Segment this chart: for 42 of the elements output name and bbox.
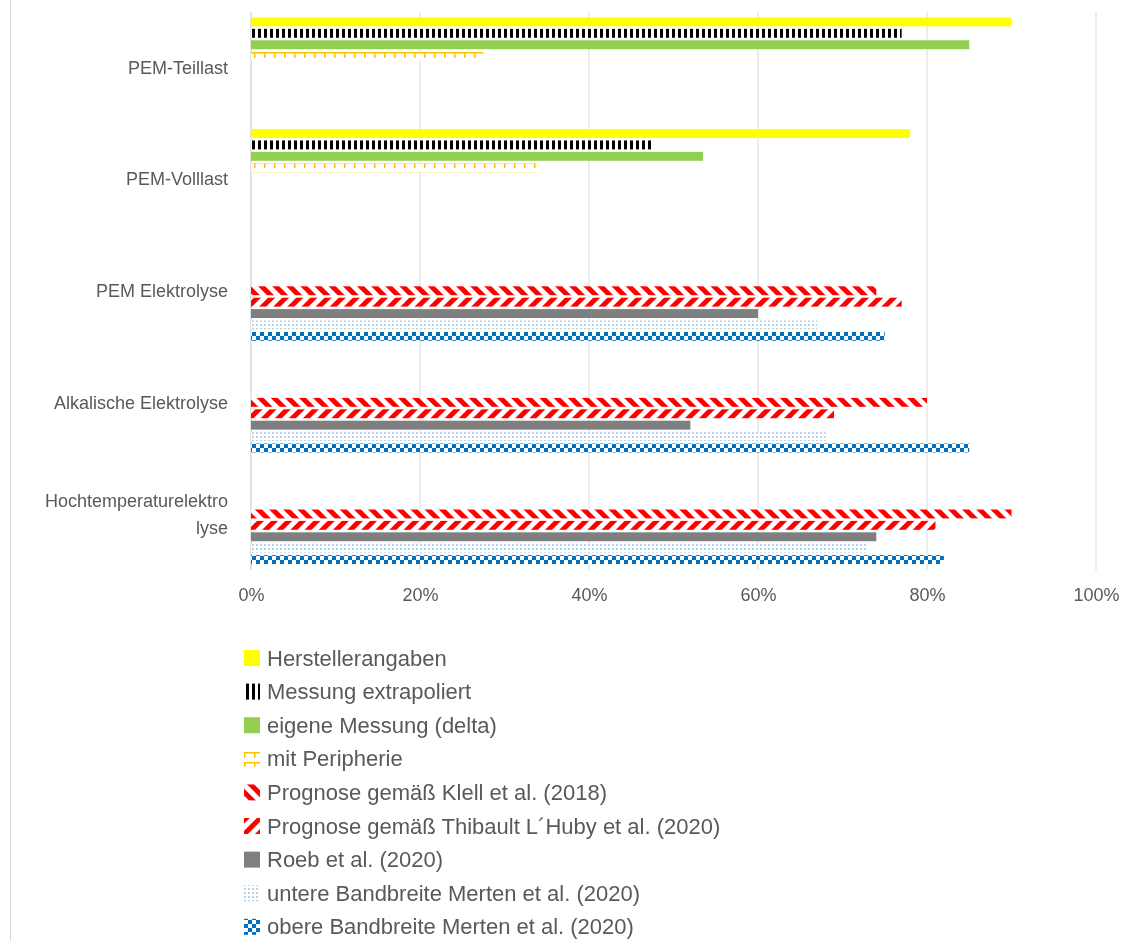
- bar: [251, 432, 826, 442]
- legend-label: Prognose gemäß Thibault L´Huby et al. (2020): [267, 813, 721, 839]
- legend-label: Roeb et al. (2020): [267, 847, 444, 873]
- x-tick-label: 100%: [1073, 584, 1120, 605]
- legend-label: untere Bandbreite Merten et al. (2020): [267, 880, 641, 906]
- bar: [251, 555, 944, 565]
- bar: [251, 286, 877, 296]
- legend-label: Prognose gemäß Klell et al. (2018): [267, 779, 607, 805]
- legend-label: mit Peripherie: [267, 746, 403, 772]
- y-tick-label: Hochtemperaturelektrolyse: [44, 490, 228, 538]
- bar: [251, 309, 758, 319]
- bar: [251, 397, 927, 407]
- bar: [251, 331, 885, 341]
- bar: [251, 320, 818, 330]
- bar: [251, 409, 835, 419]
- legend-label: obere Bandbreite Merten et al. (2020): [267, 914, 634, 940]
- bar: [251, 520, 936, 530]
- bar: [251, 420, 691, 430]
- x-tick-label: 80%: [909, 584, 946, 605]
- bar: [251, 163, 539, 173]
- y-tick-label: PEM-Volllast: [125, 169, 228, 190]
- bar: [251, 543, 868, 553]
- bar: [251, 140, 653, 150]
- y-tick-label: PEM Elektrolyse: [95, 281, 228, 301]
- y-tick-label: PEM-Teillast: [127, 57, 228, 78]
- bar: [251, 17, 1012, 27]
- bar: [251, 443, 970, 453]
- y-tick-label: Alkalische Elektrolyse: [53, 392, 228, 413]
- bar: [251, 151, 704, 161]
- bar: [251, 129, 911, 138]
- x-tick-label: 40%: [571, 584, 608, 605]
- bar: [251, 297, 902, 307]
- bar: [251, 28, 902, 38]
- bar: [251, 532, 877, 542]
- x-tick-label: 20%: [402, 584, 439, 605]
- bar: [251, 40, 970, 50]
- legend-label: eigene Messung (delta): [267, 712, 497, 738]
- x-tick-label: 60%: [740, 584, 777, 605]
- legend-label: Messung extrapoliert: [267, 679, 472, 705]
- legend-label: Herstellerangaben: [267, 645, 447, 671]
- bar: [251, 509, 1012, 519]
- x-tick-label: 0%: [238, 584, 265, 605]
